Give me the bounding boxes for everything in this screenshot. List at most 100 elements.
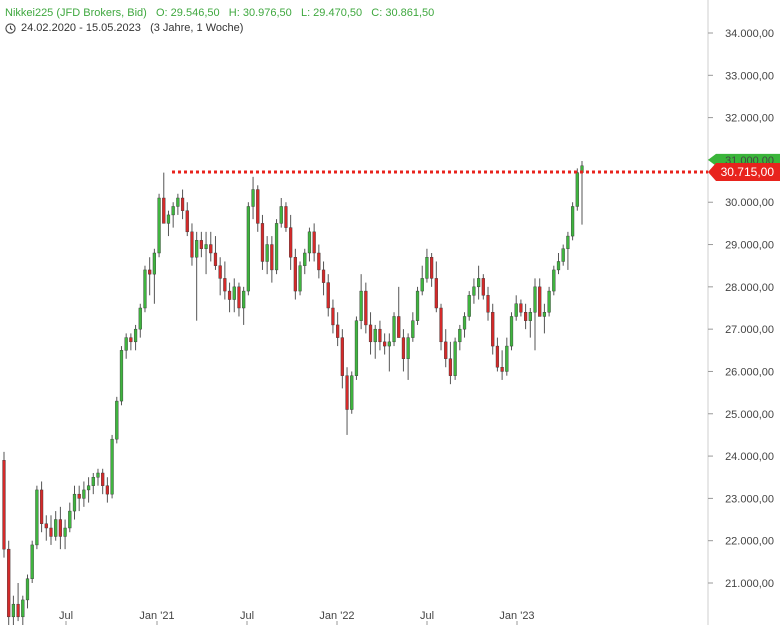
candle-body bbox=[96, 472, 100, 478]
candle bbox=[96, 468, 100, 486]
candle-body bbox=[119, 350, 124, 402]
candle-body bbox=[110, 438, 114, 495]
candle-body bbox=[387, 341, 391, 347]
candle bbox=[25, 574, 30, 609]
candle bbox=[213, 236, 218, 270]
date-range: 24.02.2020 - 15.05.2023 bbox=[21, 22, 141, 34]
candle-body bbox=[514, 303, 518, 317]
resistance-label: 30.715,00 bbox=[721, 165, 775, 179]
candle bbox=[552, 265, 556, 296]
candle bbox=[495, 337, 500, 372]
candle-body bbox=[58, 519, 62, 537]
candle bbox=[472, 278, 476, 304]
y-tick-label: 22.000,00 bbox=[725, 536, 774, 548]
candle bbox=[115, 396, 119, 444]
candle bbox=[242, 286, 246, 325]
candle-body bbox=[298, 265, 302, 292]
candle bbox=[448, 341, 453, 385]
y-tick-label: 29.000,00 bbox=[725, 240, 774, 252]
candle-body bbox=[180, 197, 185, 211]
candle bbox=[44, 515, 48, 541]
candle-body bbox=[115, 400, 119, 440]
y-tick-label: 32.000,00 bbox=[725, 113, 774, 125]
candle-body bbox=[63, 527, 67, 537]
candle bbox=[373, 324, 377, 359]
candle bbox=[199, 231, 203, 258]
candle bbox=[364, 282, 368, 334]
candle-body bbox=[378, 328, 382, 343]
candle bbox=[58, 506, 62, 550]
candle-body bbox=[556, 261, 561, 271]
x-tick-label: Jul bbox=[59, 610, 73, 622]
candle bbox=[326, 274, 330, 317]
candle bbox=[274, 219, 279, 275]
candle-body bbox=[213, 252, 218, 266]
candle-body bbox=[133, 328, 138, 343]
chart-header: Nikkei225 (JFD Brokers, Bid) O: 29.546,5… bbox=[5, 6, 434, 36]
candle bbox=[298, 261, 302, 296]
candle-body bbox=[199, 240, 203, 249]
candle-body bbox=[575, 172, 579, 207]
candle bbox=[481, 274, 485, 300]
candle bbox=[162, 172, 166, 224]
candle-body bbox=[458, 328, 462, 343]
candle bbox=[284, 202, 288, 232]
candle-body bbox=[72, 493, 77, 512]
candle bbox=[307, 227, 312, 262]
candle-body bbox=[570, 206, 575, 237]
candle bbox=[411, 312, 415, 342]
candle bbox=[528, 308, 532, 338]
candle-body bbox=[533, 286, 537, 313]
resistance-marker bbox=[708, 162, 780, 181]
candle bbox=[509, 312, 514, 351]
candle-body bbox=[561, 248, 565, 262]
candle bbox=[171, 202, 175, 228]
candle-body bbox=[190, 231, 194, 258]
x-tick-label: Jan '22 bbox=[319, 610, 354, 622]
candles bbox=[2, 160, 584, 625]
candle bbox=[317, 244, 321, 279]
candle-body bbox=[256, 189, 260, 224]
candle bbox=[265, 236, 269, 275]
candle-body bbox=[39, 489, 44, 524]
period-label: (3 Jahre, 1 Woche) bbox=[150, 22, 244, 34]
candle-body bbox=[232, 286, 236, 300]
candle bbox=[312, 223, 316, 262]
candle bbox=[453, 337, 457, 380]
candle-body bbox=[467, 295, 471, 317]
candle bbox=[39, 481, 44, 533]
candle-body bbox=[176, 197, 180, 207]
candle bbox=[538, 278, 542, 317]
candle bbox=[566, 231, 570, 270]
candle-body bbox=[171, 206, 175, 216]
y-tick-label: 21.000,00 bbox=[725, 578, 774, 590]
candle-body bbox=[279, 206, 283, 224]
candle bbox=[420, 265, 424, 296]
candle-body bbox=[392, 316, 396, 343]
candle bbox=[368, 312, 373, 355]
candle bbox=[256, 185, 260, 232]
candle bbox=[293, 248, 297, 300]
candle-body bbox=[434, 278, 438, 309]
candle bbox=[434, 261, 438, 313]
candle bbox=[2, 451, 6, 558]
candle bbox=[185, 202, 189, 237]
candle-body bbox=[44, 523, 48, 529]
x-axis: Jul Jan '21 Jul Jan '22 Jul Jan '23 bbox=[59, 610, 535, 625]
candle bbox=[223, 261, 227, 300]
candle bbox=[157, 193, 161, 258]
y-tick-label: 28.000,00 bbox=[725, 282, 774, 294]
candle bbox=[49, 515, 53, 545]
candle-body bbox=[415, 290, 420, 321]
candle bbox=[124, 333, 128, 359]
candle bbox=[119, 346, 124, 406]
candle bbox=[561, 244, 565, 266]
candle-body bbox=[157, 197, 161, 254]
candle bbox=[524, 303, 528, 330]
candle bbox=[514, 295, 518, 321]
candle-body bbox=[21, 599, 25, 618]
candle bbox=[54, 511, 58, 541]
candle-body bbox=[354, 320, 359, 376]
candle bbox=[575, 168, 579, 211]
